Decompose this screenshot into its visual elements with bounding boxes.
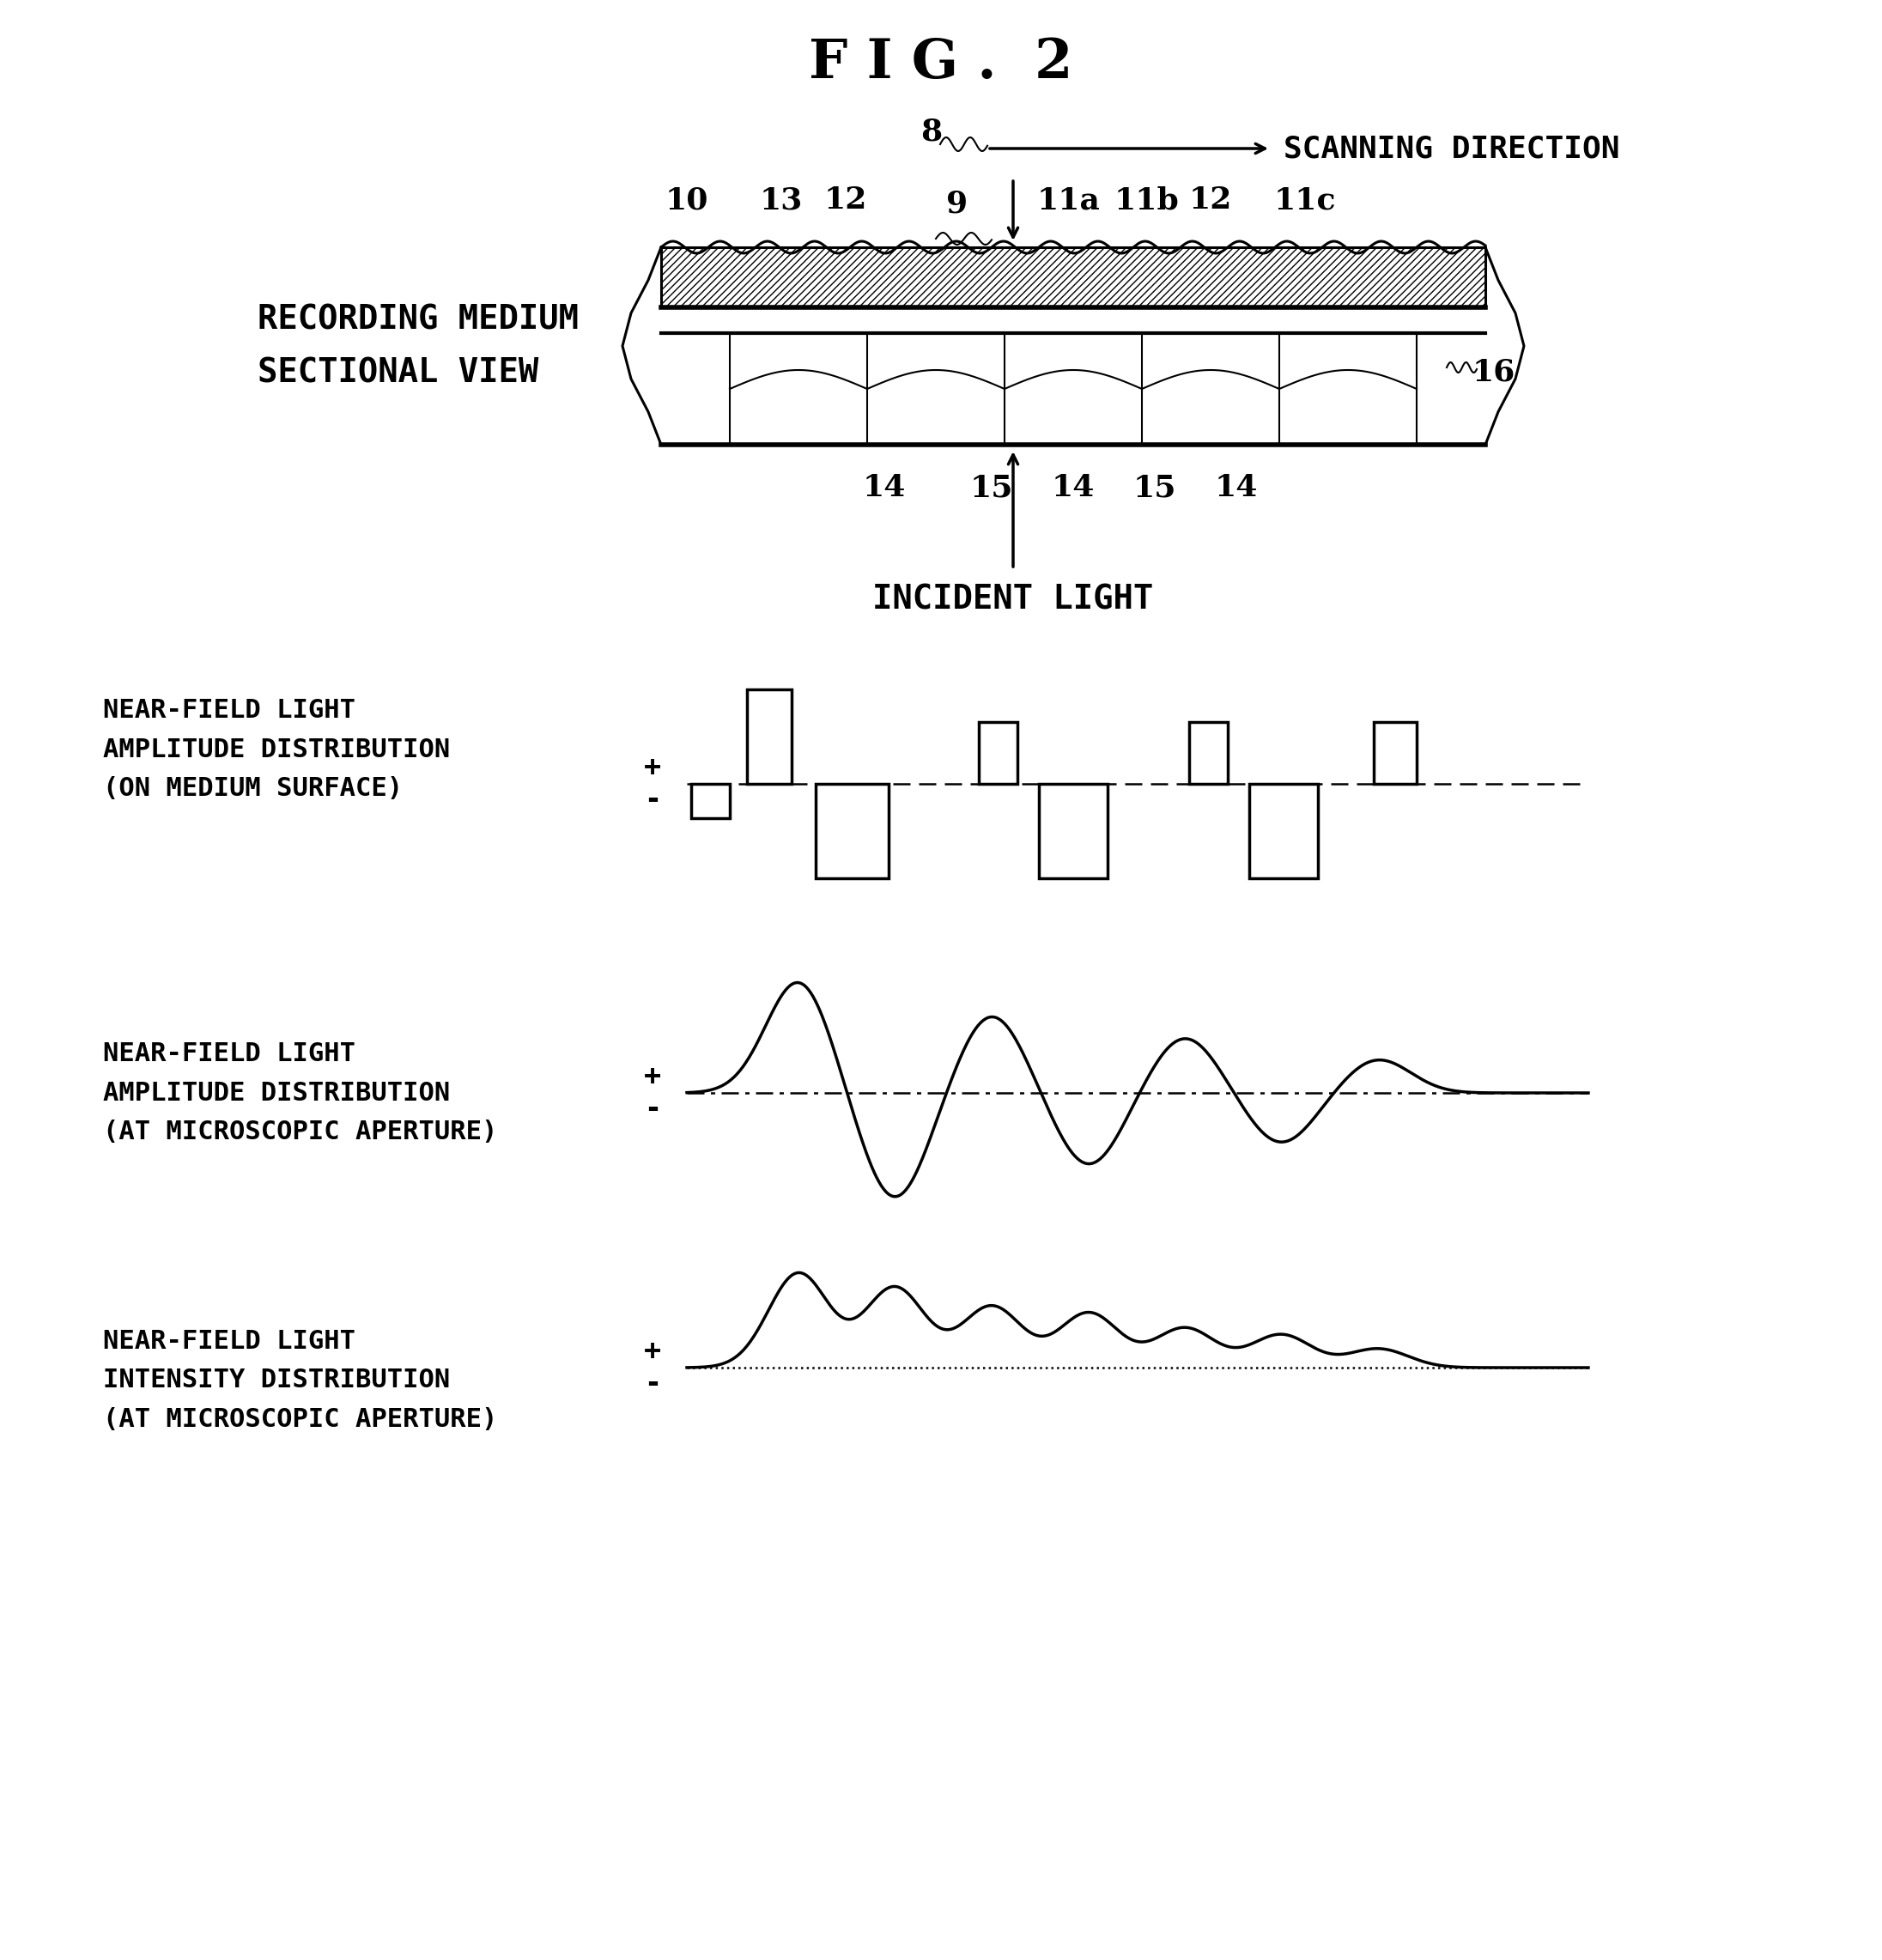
Text: 14: 14 xyxy=(1052,472,1095,502)
Text: -: - xyxy=(644,786,661,813)
Text: 11c: 11c xyxy=(1274,186,1336,216)
Bar xyxy=(691,784,730,817)
Text: INCIDENT LIGHT: INCIDENT LIGHT xyxy=(873,582,1154,615)
Bar xyxy=(1374,721,1417,784)
Text: +: + xyxy=(644,755,661,782)
Text: 15: 15 xyxy=(969,472,1013,502)
Text: NEAR-FIELD LIGHT
INTENSITY DISTRIBUTION
(AT MICROSCOPIC APERTURE): NEAR-FIELD LIGHT INTENSITY DISTRIBUTION … xyxy=(104,1329,497,1431)
Text: -: - xyxy=(644,1094,661,1123)
Text: 13: 13 xyxy=(760,186,804,216)
Text: NEAR-FIELD LIGHT
AMPLITUDE DISTRIBUTION
(ON MEDIUM SURFACE): NEAR-FIELD LIGHT AMPLITUDE DISTRIBUTION … xyxy=(104,698,450,800)
Text: 16: 16 xyxy=(1472,357,1515,386)
Text: RECORDING MEDIUM
SECTIONAL VIEW: RECORDING MEDIUM SECTIONAL VIEW xyxy=(258,304,578,388)
Text: 11b: 11b xyxy=(1114,186,1178,216)
Text: +: + xyxy=(644,1339,661,1366)
Polygon shape xyxy=(661,247,1485,308)
Text: 14: 14 xyxy=(1214,472,1257,502)
Text: 8: 8 xyxy=(920,118,943,145)
Bar xyxy=(1039,784,1108,878)
Text: NEAR-FIELD LIGHT
AMPLITUDE DISTRIBUTION
(AT MICROSCOPIC APERTURE): NEAR-FIELD LIGHT AMPLITUDE DISTRIBUTION … xyxy=(104,1041,497,1145)
Bar xyxy=(747,690,792,784)
Text: 15: 15 xyxy=(1133,472,1176,502)
Text: 14: 14 xyxy=(862,472,905,502)
Text: F I G .  2: F I G . 2 xyxy=(809,37,1073,90)
Bar xyxy=(979,721,1018,784)
Text: 12: 12 xyxy=(1189,186,1233,216)
Text: -: - xyxy=(644,1368,661,1397)
Bar xyxy=(1250,784,1317,878)
Text: 9: 9 xyxy=(947,190,967,220)
Bar xyxy=(815,784,888,878)
Bar xyxy=(1189,721,1227,784)
Text: 10: 10 xyxy=(664,186,708,216)
Text: SCANNING DIRECTION: SCANNING DIRECTION xyxy=(1284,133,1620,163)
Text: 11a: 11a xyxy=(1037,186,1101,216)
Bar xyxy=(661,333,1485,445)
Text: 12: 12 xyxy=(824,186,868,216)
Text: +: + xyxy=(644,1062,661,1092)
